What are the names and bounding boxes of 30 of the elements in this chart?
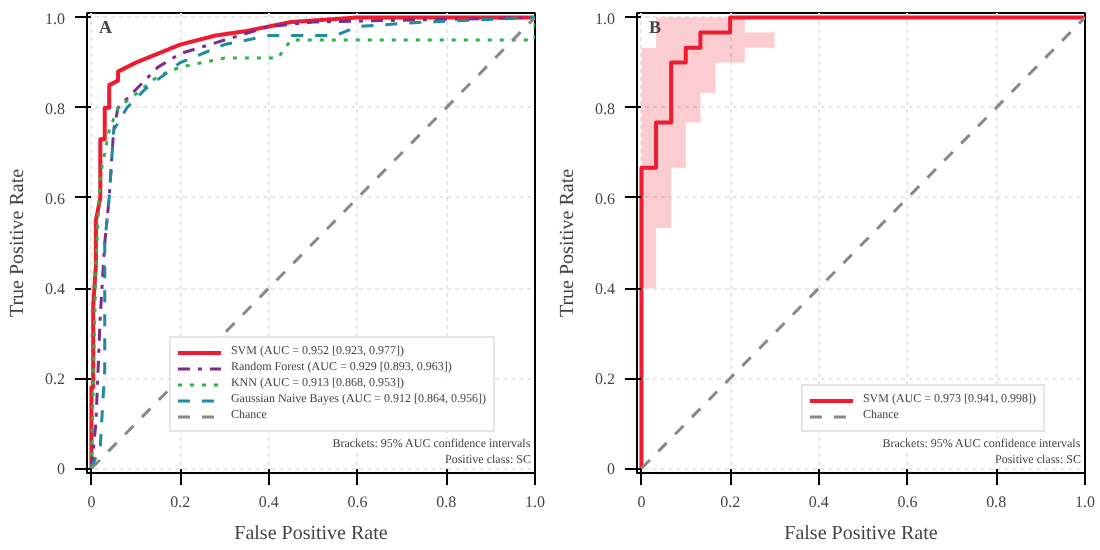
y-tick-label: 0.4 xyxy=(45,280,65,299)
x-axis-title: False Positive Rate xyxy=(234,523,389,545)
y-tick-label: 0.8 xyxy=(45,99,65,118)
x-tick-label: 0 xyxy=(637,493,646,511)
y-axis-title: True Positive Rate xyxy=(7,167,29,318)
x-tick-label: 1.0 xyxy=(525,493,545,511)
y-tick-label: 0.2 xyxy=(595,370,615,389)
x-axis-title: False Positive Rate xyxy=(784,523,939,545)
x-tick-label: 0.2 xyxy=(720,493,741,511)
y-tick-label: 0.4 xyxy=(595,280,615,299)
x-tick-label: 0.4 xyxy=(258,493,279,511)
x-tick-label: 1.0 xyxy=(1075,493,1095,511)
x-tick-label: 0.8 xyxy=(436,493,457,511)
y-tick-label: 0.6 xyxy=(595,189,615,208)
y-axis-title: True Positive Rate xyxy=(557,167,579,318)
y-tick-label: 0.2 xyxy=(45,370,65,389)
x-tick-label: 0.6 xyxy=(347,493,368,511)
y-tick-label: 0 xyxy=(57,460,65,479)
y-tick-label: 0.8 xyxy=(595,99,615,118)
annotation: A xyxy=(99,17,113,37)
x-tick-label: 0.2 xyxy=(170,493,191,511)
y-tick-label: 1.0 xyxy=(595,9,615,28)
x-tick-label: 0.6 xyxy=(897,493,918,511)
y-tick-label: 1.0 xyxy=(45,9,65,28)
y-tick-label: 0.6 xyxy=(45,189,65,208)
x-tick-label: 0.4 xyxy=(808,493,829,511)
x-tick-label: 0.8 xyxy=(986,493,1007,511)
x-tick-label: 0 xyxy=(87,493,96,511)
y-tick-label: 0 xyxy=(607,460,615,479)
annotation: B xyxy=(649,17,662,37)
